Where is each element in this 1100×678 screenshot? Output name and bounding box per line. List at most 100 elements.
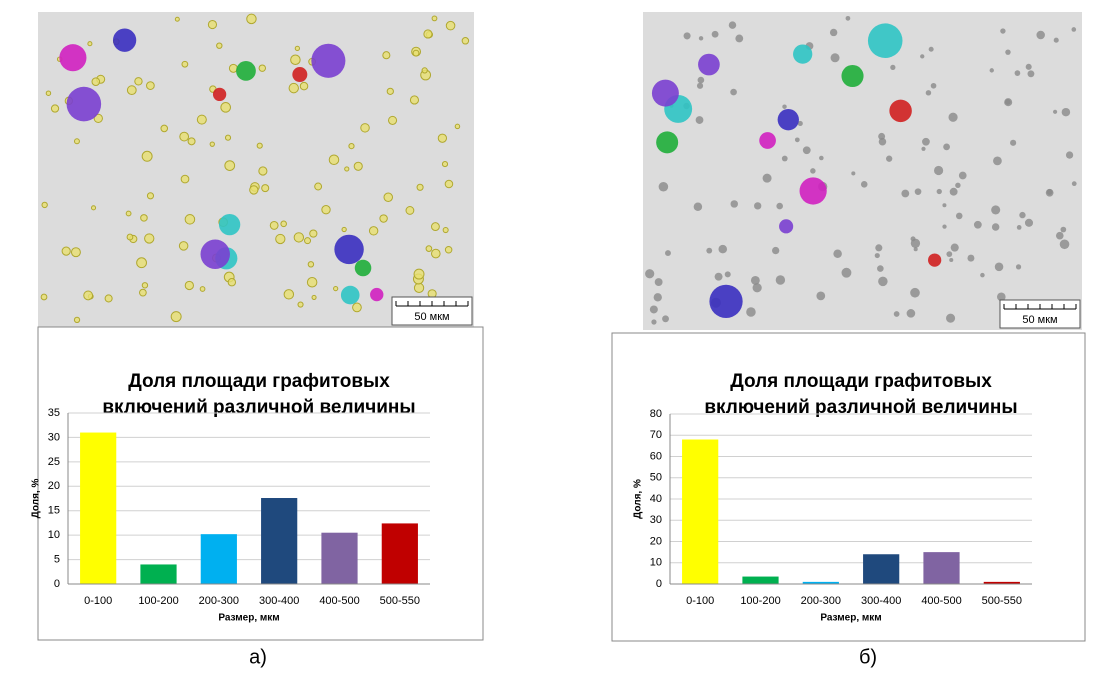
x-tick-label: 200-300 xyxy=(199,595,239,607)
inclusion-small xyxy=(655,278,663,286)
inclusion-small xyxy=(1015,70,1021,76)
inclusion-small xyxy=(1004,98,1012,106)
inclusion-small xyxy=(210,142,214,146)
bar xyxy=(742,577,778,584)
inclusion-small xyxy=(1056,232,1064,240)
inclusion-small xyxy=(259,167,267,175)
panel-caption: а) xyxy=(249,646,267,668)
inclusion-small xyxy=(878,277,887,286)
inclusion-large xyxy=(236,61,256,81)
inclusion-small xyxy=(42,202,47,207)
inclusion-small xyxy=(455,124,459,128)
inclusion-small xyxy=(426,246,432,252)
inclusion-small xyxy=(698,77,705,84)
inclusion-large xyxy=(652,80,679,107)
inclusion-small xyxy=(934,166,943,175)
scale-bar-label: 50 мкм xyxy=(1022,314,1057,326)
x-tick-label: 500-550 xyxy=(380,595,420,607)
inclusion-small xyxy=(384,193,393,202)
y-tick-label: 20 xyxy=(650,535,662,547)
bar xyxy=(140,564,176,584)
inclusion-small xyxy=(91,206,95,210)
inclusion-small xyxy=(142,283,147,288)
inclusion-small xyxy=(1060,239,1070,249)
inclusion-small xyxy=(910,288,920,298)
inclusion-small xyxy=(105,295,112,302)
inclusion-small xyxy=(1016,264,1021,269)
inclusion-small xyxy=(1036,31,1045,40)
inclusion-small xyxy=(354,162,362,170)
inclusion-large xyxy=(800,177,827,204)
inclusion-small xyxy=(735,35,743,43)
inclusion-small xyxy=(281,221,287,227)
inclusion-small xyxy=(990,68,994,72)
y-tick-label: 0 xyxy=(54,578,60,590)
inclusion-small xyxy=(754,202,761,209)
y-tick-label: 25 xyxy=(48,456,60,468)
y-tick-label: 10 xyxy=(650,557,662,569)
inclusion-small xyxy=(651,319,656,324)
inclusion-small xyxy=(1053,110,1057,114)
inclusion-small xyxy=(161,125,168,132)
inclusion-small xyxy=(257,143,262,148)
inclusion-large xyxy=(59,44,86,71)
inclusion-small xyxy=(137,258,147,268)
inclusion-small xyxy=(922,138,930,146)
inclusion-small xyxy=(291,55,301,65)
inclusion-small xyxy=(438,134,446,142)
inclusion-small xyxy=(295,46,299,50)
inclusion-small xyxy=(197,115,206,124)
inclusion-small xyxy=(342,227,346,231)
inclusion-small xyxy=(1027,70,1034,77)
x-tick-label: 100-200 xyxy=(740,595,780,607)
inclusion-large xyxy=(200,240,229,269)
inclusion-large xyxy=(889,100,911,122)
inclusion-small xyxy=(349,143,354,148)
inclusion-small xyxy=(907,309,916,318)
inclusion-small xyxy=(696,116,704,124)
inclusion-large xyxy=(656,131,678,153)
inclusion-small xyxy=(694,202,702,210)
inclusion-small xyxy=(712,31,719,38)
bar xyxy=(863,554,899,584)
y-tick-label: 80 xyxy=(650,408,662,420)
x-tick-label: 300-400 xyxy=(861,595,901,607)
inclusion-small xyxy=(650,305,658,313)
inclusion-small xyxy=(141,215,148,222)
chart-title: включений различной величины xyxy=(704,397,1017,418)
inclusion-small xyxy=(424,30,432,38)
inclusion-small xyxy=(389,116,397,124)
inclusion-small xyxy=(851,171,855,175)
bar xyxy=(321,533,357,584)
inclusion-small xyxy=(1072,181,1077,186)
x-tick-label: 100-200 xyxy=(138,595,178,607)
inclusion-small xyxy=(71,248,80,257)
inclusion-small xyxy=(1026,64,1032,70)
inclusion-small xyxy=(931,83,937,89)
inclusion-small xyxy=(270,222,278,230)
inclusion-small xyxy=(181,175,189,183)
inclusion-small xyxy=(833,250,841,258)
inclusion-small xyxy=(179,242,188,251)
inclusion-small xyxy=(410,96,418,104)
inclusion-small xyxy=(846,16,851,21)
inclusion-small xyxy=(443,228,448,233)
inclusion-small xyxy=(776,275,785,284)
inclusion-small xyxy=(1025,219,1033,227)
inclusion-small xyxy=(334,286,338,290)
inclusion-small xyxy=(654,293,662,301)
inclusion-small xyxy=(915,188,922,195)
inclusion-small xyxy=(145,234,154,243)
inclusion-small xyxy=(185,215,195,225)
inclusion-small xyxy=(41,294,47,300)
inclusion-small xyxy=(445,180,453,188)
inclusion-small xyxy=(926,90,931,95)
inclusion-small xyxy=(659,182,669,192)
inclusion-small xyxy=(763,174,772,183)
inclusion-small xyxy=(250,186,258,194)
inclusion-large xyxy=(778,109,799,130)
inclusion-small xyxy=(697,83,703,89)
inclusion-small xyxy=(432,249,441,258)
inclusion-small xyxy=(803,146,811,154)
inclusion-small xyxy=(894,311,900,317)
